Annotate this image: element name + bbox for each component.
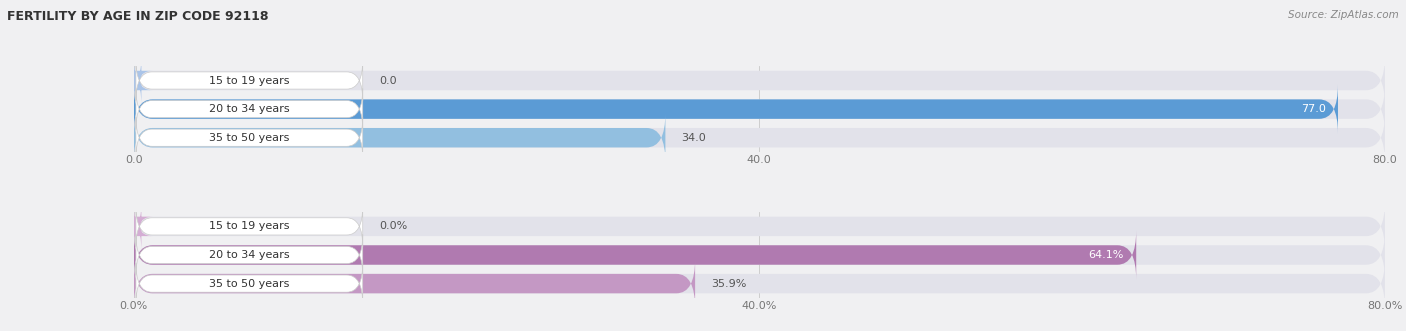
Text: 20 to 34 years: 20 to 34 years xyxy=(209,250,290,260)
FancyBboxPatch shape xyxy=(134,259,1385,308)
FancyBboxPatch shape xyxy=(134,202,1385,251)
Text: 77.0: 77.0 xyxy=(1301,104,1326,114)
FancyBboxPatch shape xyxy=(122,202,152,251)
Text: 15 to 19 years: 15 to 19 years xyxy=(209,75,290,85)
Text: 20 to 34 years: 20 to 34 years xyxy=(209,104,290,114)
FancyBboxPatch shape xyxy=(134,84,1339,134)
Text: 35 to 50 years: 35 to 50 years xyxy=(209,133,290,143)
FancyBboxPatch shape xyxy=(134,230,1136,280)
Text: 15 to 19 years: 15 to 19 years xyxy=(209,221,290,231)
Text: 35 to 50 years: 35 to 50 years xyxy=(209,279,290,289)
FancyBboxPatch shape xyxy=(136,117,363,158)
Text: Source: ZipAtlas.com: Source: ZipAtlas.com xyxy=(1288,10,1399,20)
Text: 34.0: 34.0 xyxy=(681,133,706,143)
FancyBboxPatch shape xyxy=(136,88,363,130)
FancyBboxPatch shape xyxy=(134,259,695,308)
FancyBboxPatch shape xyxy=(134,113,665,162)
FancyBboxPatch shape xyxy=(122,56,152,105)
FancyBboxPatch shape xyxy=(136,60,363,101)
Text: 64.1%: 64.1% xyxy=(1088,250,1123,260)
FancyBboxPatch shape xyxy=(134,56,1385,105)
FancyBboxPatch shape xyxy=(134,84,1385,134)
Text: 35.9%: 35.9% xyxy=(711,279,747,289)
FancyBboxPatch shape xyxy=(134,113,1385,162)
FancyBboxPatch shape xyxy=(134,230,1385,280)
Text: 0.0%: 0.0% xyxy=(380,221,408,231)
Text: 0.0: 0.0 xyxy=(380,75,396,85)
FancyBboxPatch shape xyxy=(136,234,363,276)
FancyBboxPatch shape xyxy=(136,263,363,304)
Text: FERTILITY BY AGE IN ZIP CODE 92118: FERTILITY BY AGE IN ZIP CODE 92118 xyxy=(7,10,269,23)
FancyBboxPatch shape xyxy=(136,206,363,247)
